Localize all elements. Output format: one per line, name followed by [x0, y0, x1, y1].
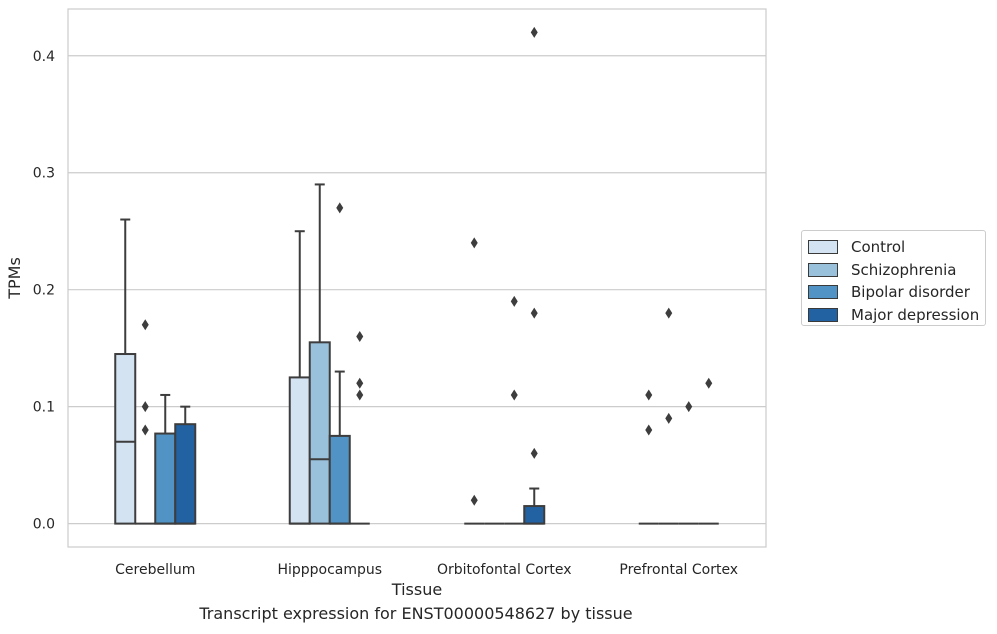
box-group	[174, 405, 197, 525]
legend-item-depression: Major depression	[808, 304, 985, 327]
outlier-marker	[141, 424, 149, 436]
box-iqr	[523, 505, 546, 525]
outlier-marker	[470, 237, 478, 249]
legend-item-bipolar: Bipolar disorder	[808, 281, 985, 304]
outlier-marker	[530, 26, 538, 38]
legend: Control Schizophrenia Bipolar disorder M…	[801, 230, 986, 326]
legend-swatch-depression	[808, 307, 838, 322]
box-group	[154, 393, 177, 525]
box-iqr	[328, 434, 351, 525]
y-tick-label: 0.2	[33, 283, 55, 299]
x-axis-label: Tissue	[391, 580, 442, 599]
outlier-marker	[685, 401, 693, 413]
outlier-marker	[665, 412, 673, 424]
legend-swatch-control	[808, 240, 838, 255]
outlier-marker	[645, 389, 653, 401]
legend-label-depression: Major depression	[851, 305, 980, 324]
outlier-marker	[356, 377, 364, 389]
legend-swatch-bipolar	[808, 285, 838, 300]
x-tick-label: Prefrontal Cortex	[619, 562, 738, 578]
outlier-marker	[530, 447, 538, 459]
y-tick-label: 0.4	[33, 49, 55, 65]
box-iqr	[174, 423, 197, 525]
y-tick-labels: 0.0 0.1 0.2 0.3 0.4	[33, 49, 55, 533]
box-group	[288, 230, 311, 525]
outlier-marker	[141, 401, 149, 413]
outlier-marker	[141, 319, 149, 331]
box-group	[328, 370, 351, 525]
legend-item-control: Control	[808, 236, 985, 259]
outlier-marker	[510, 389, 518, 401]
x-tick-label: Hipppocampus	[277, 562, 382, 578]
outlier-marker	[510, 295, 518, 307]
legend-label-bipolar: Bipolar disorder	[851, 283, 970, 302]
legend-label-schizophrenia: Schizophrenia	[851, 260, 957, 279]
box-iqr	[154, 432, 177, 525]
box-iqr	[288, 376, 311, 525]
box-group	[523, 487, 546, 525]
x-tick-label: Cerebellum	[115, 562, 195, 578]
x-tick-label: Orbitofontal Cortex	[437, 562, 572, 578]
outlier-marker	[356, 330, 364, 342]
outlier-marker	[705, 377, 713, 389]
outlier-marker	[356, 389, 364, 401]
box-iqr	[114, 353, 137, 525]
outlier-marker	[645, 424, 653, 436]
outlier-marker	[665, 307, 673, 319]
y-tick-label: 0.0	[33, 517, 55, 533]
y-tick-label: 0.3	[33, 166, 55, 182]
figure-caption: Transcript expression for ENST0000054862…	[199, 604, 633, 623]
legend-label-control: Control	[851, 238, 906, 257]
box-group	[308, 183, 331, 525]
box-iqr	[308, 341, 331, 525]
outlier-layer	[141, 26, 713, 506]
outlier-marker	[530, 307, 538, 319]
y-tick-label: 0.1	[33, 400, 55, 416]
box-group	[114, 218, 137, 525]
legend-item-schizophrenia: Schizophrenia	[808, 259, 985, 282]
x-tick-labels: Cerebellum Hipppocampus Orbitofontal Corte…	[115, 562, 738, 578]
legend-swatch-schizophrenia	[808, 262, 838, 277]
y-axis-label: TPMs	[5, 257, 24, 300]
outlier-marker	[470, 494, 478, 506]
boxes-layer	[114, 183, 719, 525]
outlier-marker	[336, 202, 344, 214]
plot-frame	[67, 8, 767, 548]
